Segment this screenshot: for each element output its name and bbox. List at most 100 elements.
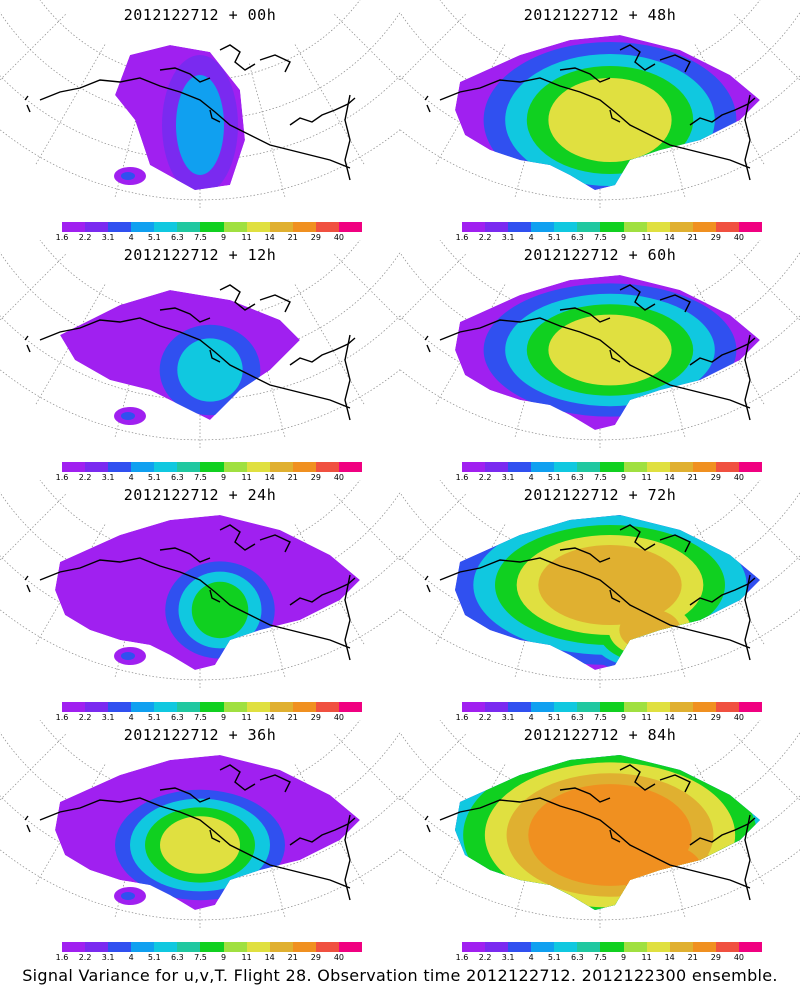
- colorbar: [462, 942, 763, 952]
- colorbar-swatch: [131, 702, 155, 712]
- colorbar-tick-label: 5.1: [547, 473, 561, 482]
- colorbar-labels: 1.6 2.2 3.1 4 5.1 6.3 7.5 9 11 14 21 29 40: [56, 233, 362, 243]
- colorbar-swatch: [292, 222, 316, 232]
- colorbar-tick-label: 1.6: [455, 473, 469, 482]
- coastline: [424, 284, 756, 421]
- colorbar-tick-label: 29: [310, 233, 321, 242]
- colorbar-swatch: [200, 702, 224, 712]
- colorbar-tick-label: 5.1: [147, 233, 161, 242]
- colorbar-swatch: [246, 462, 270, 472]
- colorbar-swatch: [223, 942, 247, 952]
- map-plot: [0, 0, 400, 210]
- colorbar-swatch: [462, 942, 486, 952]
- colorbar-swatch: [85, 942, 109, 952]
- colorbar-tick-label: 2.2: [78, 953, 92, 962]
- colorbar-swatch: [669, 462, 693, 472]
- map-panel-12h: 2012122712 + 12h 1.6 2.2 3.1 4 5.1 6.3 7.5 9 11 1…: [0, 240, 400, 482]
- colorbar-labels: 1.6 2.2 3.1 4 5.1 6.3 7.5 9 11 14 21 29 40: [456, 473, 762, 483]
- map-plot: [0, 720, 400, 930]
- colorbar-tick-label: 7.5: [194, 713, 207, 722]
- colorbar-swatch: [738, 222, 763, 232]
- colorbar-swatch: [177, 942, 201, 952]
- colorbar-tick-label: 14: [664, 473, 675, 482]
- colorbar-swatch: [338, 462, 363, 472]
- colorbar-tick-label: 9: [220, 953, 227, 962]
- colorbar-tick-label: 7.5: [594, 713, 607, 722]
- colorbar-tick-label: 1.6: [55, 473, 69, 482]
- colorbar-swatch: [292, 462, 316, 472]
- colorbar-swatch: [600, 462, 624, 472]
- colorbar-tick-label: 4: [128, 233, 134, 242]
- colorbar-tick-label: 2.2: [478, 953, 492, 962]
- colorbar-swatch: [531, 942, 555, 952]
- colorbar-tick-label: 1.6: [55, 233, 69, 242]
- colorbar-tick-label: 4: [528, 473, 534, 482]
- colorbar-tick-label: 29: [310, 473, 321, 482]
- colorbar-swatch: [508, 462, 532, 472]
- colorbar-tick-label: 11: [241, 713, 252, 722]
- colorbar-tick-label: 14: [264, 473, 275, 482]
- colorbar-tick-label: 9: [620, 953, 627, 962]
- map-panel-48h: 2012122712 + 48h 1.6 2.2 3.1 4 5.1 6.3 7.5 9 11 1…: [400, 0, 800, 242]
- colorbar-tick-label: 14: [264, 713, 275, 722]
- colorbar-swatch: [738, 462, 763, 472]
- map-panel-72h: 2012122712 + 72h 1.6 2.2 3.1 4 5.1 6.3 7.5 9 11 1…: [400, 480, 800, 722]
- colorbar-swatch: [554, 702, 578, 712]
- panel-title: 2012122712 + 84h: [523, 726, 677, 744]
- colorbar-tick-label: 6.3: [571, 953, 584, 962]
- colorbar-swatch: [246, 942, 270, 952]
- map-plot: [400, 240, 800, 450]
- variance-field: [455, 755, 760, 910]
- colorbar-swatch: [269, 222, 293, 232]
- colorbar-swatch: [508, 942, 532, 952]
- colorbar-swatch: [223, 222, 247, 232]
- variance-field: [455, 35, 760, 190]
- colorbar-swatch: [108, 702, 132, 712]
- colorbar-swatch: [646, 462, 670, 472]
- colorbar-tick-label: 6.3: [571, 233, 584, 242]
- colorbar-swatch: [315, 702, 339, 712]
- colorbar-tick-label: 29: [710, 953, 721, 962]
- colorbar-swatch: [338, 222, 363, 232]
- colorbar-swatch: [531, 222, 555, 232]
- colorbar-swatch: [177, 222, 201, 232]
- colorbar-tick-label: 29: [310, 953, 321, 962]
- colorbar-swatch: [485, 942, 509, 952]
- colorbar-tick-label: 1.6: [455, 713, 469, 722]
- colorbar-tick-label: 3.1: [101, 713, 115, 722]
- panel-title: 2012122712 + 36h: [123, 726, 277, 744]
- colorbar-tick-label: 11: [241, 953, 252, 962]
- colorbar-tick-label: 9: [220, 233, 227, 242]
- colorbar-swatch: [577, 702, 601, 712]
- colorbar-tick-label: 14: [664, 233, 675, 242]
- colorbar-tick-label: 4: [128, 953, 134, 962]
- colorbar-tick-label: 1.6: [455, 953, 469, 962]
- colorbar-swatch: [85, 222, 109, 232]
- coastline: [424, 764, 756, 901]
- colorbar-swatch: [669, 702, 693, 712]
- colorbar-swatch: [108, 942, 132, 952]
- colorbar-tick-label: 6.3: [171, 233, 184, 242]
- colorbar-tick-label: 6.3: [171, 953, 184, 962]
- colorbar-swatch: [131, 462, 155, 472]
- colorbar-tick-label: 40: [733, 473, 745, 482]
- colorbar-tick-label: 29: [310, 713, 321, 722]
- colorbar-swatch: [554, 462, 578, 472]
- colorbar-tick-label: 5.1: [147, 953, 161, 962]
- colorbar-tick-label: 5.1: [547, 953, 561, 962]
- map-panel-24h: 2012122712 + 24h 1.6 2.2 3.1 4 5.1 6.3 7.5 9 11 1…: [0, 480, 400, 722]
- colorbar-swatch: [85, 462, 109, 472]
- colorbar-tick-label: 4: [128, 713, 134, 722]
- figure-caption: Signal Variance for u,v,T. Flight 28. Ob…: [22, 966, 778, 985]
- colorbar-tick-label: 11: [241, 473, 252, 482]
- colorbar-tick-label: 3.1: [501, 473, 515, 482]
- colorbar-swatch: [462, 702, 486, 712]
- variance-blob: [121, 652, 135, 660]
- map-plot: [0, 240, 400, 450]
- colorbar-swatch: [646, 942, 670, 952]
- colorbar-swatch: [269, 942, 293, 952]
- colorbar-tick-label: 40: [333, 713, 345, 722]
- colorbar-tick-label: 11: [641, 473, 652, 482]
- map-panel-60h: 2012122712 + 60h 1.6 2.2 3.1 4 5.1 6.3 7.5 9 11 1…: [400, 240, 800, 483]
- colorbar: [462, 702, 763, 712]
